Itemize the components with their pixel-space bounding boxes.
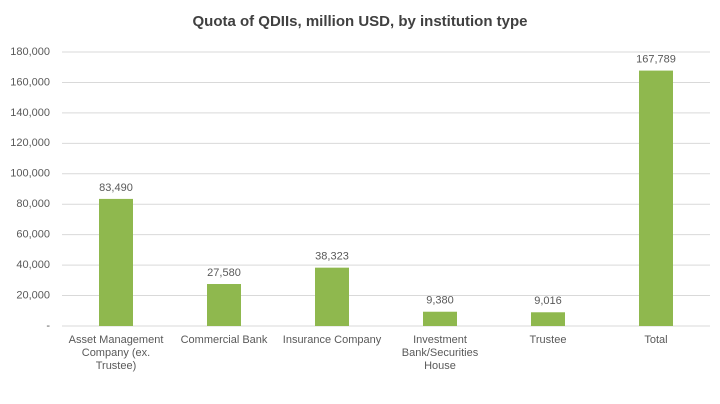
y-tick-label: 20,000 bbox=[16, 289, 50, 301]
x-tick-label: Investment Bank/Securities House bbox=[401, 334, 479, 372]
x-tick-label: Trustee bbox=[529, 334, 567, 346]
y-tick-label: 100,000 bbox=[10, 168, 50, 180]
data-label: 9,016 bbox=[534, 295, 562, 307]
bar bbox=[639, 70, 673, 326]
data-label: 27,580 bbox=[207, 267, 241, 279]
data-label: 83,490 bbox=[99, 182, 133, 194]
x-tick-label: Insurance Company bbox=[282, 334, 382, 346]
data-label: 38,323 bbox=[315, 251, 349, 263]
bar bbox=[423, 311, 457, 326]
y-tick-label: 60,000 bbox=[16, 229, 50, 241]
chart-title: Quota of QDIIs, million USD, by institut… bbox=[192, 13, 527, 30]
bar bbox=[315, 267, 349, 326]
y-tick-label: 180,000 bbox=[10, 46, 50, 58]
x-tick-label: Commercial Bank bbox=[180, 334, 268, 346]
x-tick-label: Total bbox=[644, 334, 668, 346]
x-tick-label: Asset Management Company (ex. Trustee) bbox=[68, 334, 164, 372]
data-label: 167,789 bbox=[636, 53, 676, 65]
bar bbox=[207, 284, 241, 326]
y-tick-label: 140,000 bbox=[10, 107, 50, 119]
bar bbox=[99, 198, 133, 326]
bar bbox=[531, 312, 565, 326]
y-tick-label: 80,000 bbox=[16, 198, 50, 210]
y-tick-label: 120,000 bbox=[10, 137, 50, 149]
y-tick-label: 160,000 bbox=[10, 76, 50, 88]
data-label: 9,380 bbox=[426, 295, 454, 307]
y-tick-label: - bbox=[46, 320, 50, 332]
y-tick-label: 40,000 bbox=[16, 259, 50, 271]
